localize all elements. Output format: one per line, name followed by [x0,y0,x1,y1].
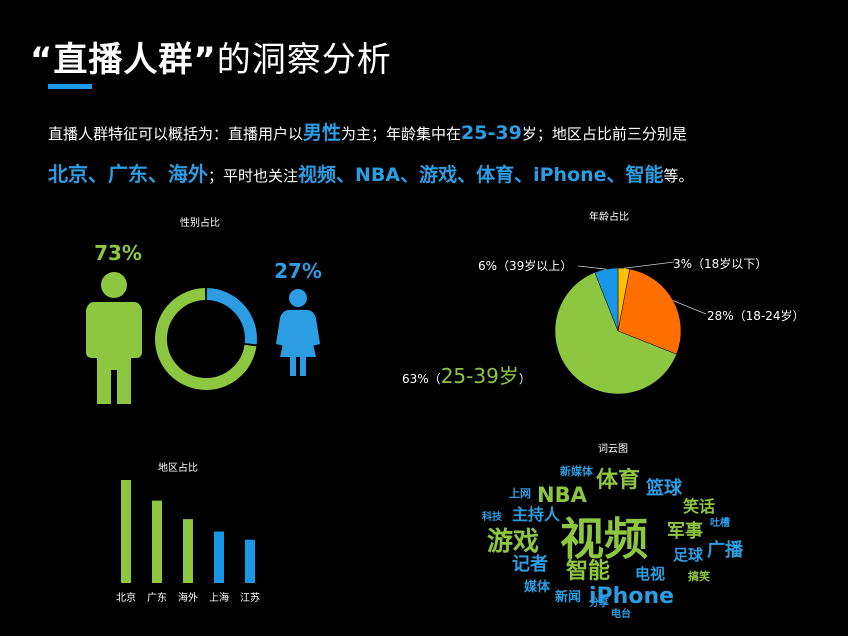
page-title-quoted: “直播人群” [30,40,217,80]
wordcloud-word-14: 新媒体 [560,464,594,478]
intro-text-1: 直播人群特征可以概括为：直播用户以 [48,125,304,143]
age-leader-line-under18 [623,261,675,269]
intro-text-2: 为主；年龄集中在 [341,125,462,143]
region-tick-label-2: 海外 [178,591,198,604]
region-bar-0 [121,480,131,583]
intro-text-5: 等。 [663,167,694,185]
age-label-25-39: 63%（25-39岁） [402,364,531,388]
wordcloud-word-3: 篮球 [645,477,683,499]
male-icon [86,272,142,404]
intro-gender: 男性 [303,122,342,144]
wordcloud-word-7: iPhone [589,584,674,609]
age-leader-line-over39 [577,265,607,270]
intro-paragraph: 直播人群特征可以概括为：直播用户以男性为主；年龄集中在25-39岁；地区占比前三… [48,113,828,196]
female-icon [276,289,320,376]
age-chart-title: 年龄占比 [589,212,629,223]
age-label-over39: 6%（39岁以上） [478,258,572,273]
age-slice-18-24 [617,268,682,355]
age-label-18-24: 28%（18-24岁） [707,308,805,323]
age-slice-25-39 [554,272,677,395]
wordcloud-word-8: 记者 [512,554,548,575]
wordcloud-word-19: 分享 [589,596,609,609]
region-bar-4 [245,539,255,583]
wordcloud-word-10: 广播 [707,539,744,561]
gender-label-female: 27% [274,259,322,283]
wordcloud-word-13: 电视 [635,565,665,583]
age-label-under18: 3%（18岁以下） [673,256,767,271]
intro-age: 25-39 [461,122,522,144]
age-leader-line-18-24 [673,300,707,315]
age-pie [554,267,682,395]
gender-chart: 73% 27% [86,241,322,404]
wordcloud-word-4: 游戏 [487,527,539,557]
gender-label-male: 73% [94,241,142,265]
intro-text-3: 岁；地区占比前三分别是 [521,125,687,143]
region-tick-label-0: 北京 [116,591,136,604]
wordcloud-title: 词云图 [598,444,628,455]
gender-donut-male [155,288,257,390]
region-bar-3 [214,531,224,583]
title-underline [48,84,92,89]
wordcloud-word-9: 军事 [667,520,703,542]
region-tick-label-1: 广东 [147,591,167,604]
gender-donut-female [206,288,257,345]
page-title: “直播人群”的洞察分析 [30,32,392,81]
gender-chart-title: 性别占比 [180,218,220,229]
region-bars: 北京 广东 海外 上海 江苏 [116,480,260,604]
wordcloud-word-21: 搞笑 [688,569,710,583]
wordcloud-word-18: 新闻 [555,589,581,605]
wordcloud-word-2: 体育 [596,467,640,493]
wordcloud-word-11: 笑话 [683,497,715,516]
wordcloud-word-12: 足球 [673,546,704,564]
region-tick-label-4: 江苏 [240,591,260,604]
gender-donut [155,288,257,390]
intro-regions: 北京、广东、海外 [48,162,208,186]
intro-text-4: ；平时也关注 [208,167,299,185]
region-tick-label-3: 上海 [209,591,229,604]
wordcloud-word-5: 主持人 [512,505,561,524]
region-bar-1 [152,500,162,583]
region-bar-2 [183,519,193,583]
wordcloud-word-17: 媒体 [524,579,551,595]
region-chart-title: 地区占比 [158,463,198,474]
age-labels: 3%（18岁以下） 28%（18-24岁） 6%（39岁以上） 63%（25-39岁） [402,256,805,388]
wordcloud-word-1: NBA [537,483,588,507]
wordcloud-word-0: 视频 [560,514,648,565]
intro-interests: 视频、NBA、游戏、体育、iPhone、智能 [298,164,664,186]
wordcloud-word-15: 上网 [509,486,531,500]
wordcloud-word-16: 科技 [482,510,503,523]
page-title-rest: 的洞察分析 [216,40,392,80]
wordcloud-word-20: 电台 [611,607,631,620]
wordcloud-word-22: 吐槽 [710,516,730,529]
wordcloud-word-6: 智能 [566,558,610,584]
